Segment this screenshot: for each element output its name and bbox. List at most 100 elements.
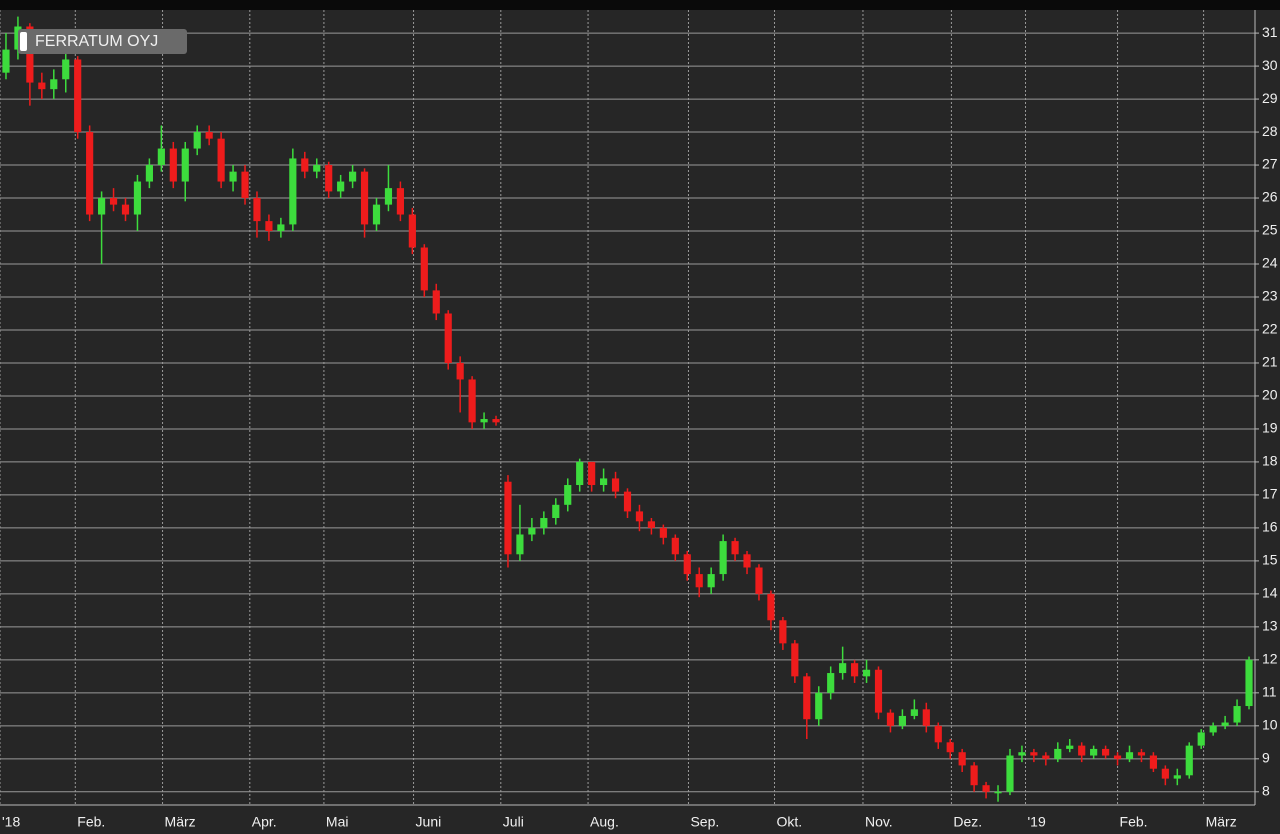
candle-body: [74, 59, 82, 133]
x-tick-label: Feb.: [1120, 814, 1148, 830]
candle-body: [731, 541, 739, 555]
candle-body: [647, 521, 655, 528]
candle-body: [456, 362, 464, 380]
candle-body: [1221, 722, 1229, 726]
candle-body: [1161, 768, 1169, 779]
candle-body: [492, 419, 500, 423]
candle-body: [14, 26, 22, 50]
candles: [2, 16, 1253, 802]
y-tick-label: 23: [1262, 288, 1278, 304]
candle-body: [922, 709, 930, 726]
y-tick-label: 25: [1262, 222, 1278, 238]
candle-body: [552, 504, 560, 519]
candle-body: [480, 419, 488, 423]
y-tick-label: 27: [1262, 156, 1278, 172]
candle-body: [1042, 755, 1050, 759]
x-tick-label: März: [165, 814, 196, 830]
candle-body: [934, 725, 942, 743]
candle-body: [504, 481, 512, 555]
y-tick-label: 19: [1262, 420, 1278, 436]
title-marker: [20, 32, 27, 51]
candle-body: [253, 198, 261, 222]
x-tick-label: Dez.: [953, 814, 982, 830]
candle-body: [133, 181, 142, 215]
candle-body: [372, 204, 381, 225]
y-tick-label: 29: [1262, 90, 1278, 106]
candle-body: [396, 188, 404, 215]
y-tick-label: 31: [1262, 24, 1278, 40]
y-tick-label: 28: [1262, 123, 1278, 139]
candle-body: [98, 198, 106, 215]
candle-body: [576, 461, 584, 486]
candle-body: [588, 461, 596, 486]
candle-body: [420, 247, 428, 291]
candle-body: [755, 567, 763, 594]
candle-body: [564, 485, 572, 505]
candle-body: [516, 534, 524, 555]
candle-body: [50, 79, 58, 90]
y-tick-label: 14: [1262, 585, 1278, 601]
x-tick-label: Juni: [416, 814, 442, 830]
candle-body: [540, 518, 548, 528]
candle-body: [958, 752, 966, 766]
candle-body: [671, 537, 679, 555]
candle-body: [38, 82, 46, 90]
grid: [0, 10, 1255, 805]
plot-area: [0, 10, 1255, 805]
title-box: [18, 29, 187, 54]
candle-body: [683, 554, 691, 575]
candle-body: [1078, 745, 1086, 756]
candle-body: [1233, 706, 1241, 723]
candle-body: [528, 527, 536, 535]
candle-body: [1245, 659, 1253, 707]
x-tick-label: Apr.: [252, 814, 277, 830]
candle-body: [815, 692, 823, 720]
candle-body: [851, 663, 859, 677]
y-tick-label: 10: [1262, 717, 1278, 733]
candle-body: [313, 165, 321, 172]
candle-body: [337, 181, 345, 192]
candle-body: [325, 165, 333, 192]
candle-body: [360, 171, 369, 225]
candle-body: [109, 198, 118, 205]
y-tick-label: 24: [1262, 255, 1278, 271]
candle-body: [1209, 725, 1217, 733]
x-tick-label: '18: [2, 814, 20, 830]
candle-body: [193, 132, 201, 149]
candle-body: [277, 224, 285, 232]
candle-body: [1030, 752, 1038, 756]
candle-body: [970, 765, 978, 786]
candle-body: [468, 379, 476, 423]
candle-body: [994, 791, 1002, 794]
candle-body: [384, 188, 393, 205]
x-tick-label: Aug.: [590, 814, 619, 830]
y-tick-label: 22: [1262, 321, 1278, 337]
candle-body: [2, 49, 10, 73]
x-tick-label: '19: [1028, 814, 1046, 830]
candle-body: [839, 663, 847, 674]
x-tick-label: Nov.: [865, 814, 893, 830]
y-tick-label: 30: [1262, 57, 1278, 73]
y-tick-label: 15: [1262, 552, 1278, 568]
candle-body: [229, 171, 237, 182]
candle-body: [1173, 775, 1181, 779]
candle-body: [86, 132, 94, 215]
candle-body: [779, 620, 787, 644]
candle-body: [1102, 748, 1110, 756]
candle-body: [1066, 745, 1074, 749]
candle-body: [886, 712, 895, 726]
candle-body: [1149, 755, 1157, 769]
candle-body: [707, 574, 715, 588]
candle-body: [862, 669, 871, 677]
candle-body: [157, 148, 165, 166]
y-tick-label: 20: [1262, 387, 1278, 403]
candle-body: [265, 221, 273, 232]
y-tick-label: 13: [1262, 618, 1278, 634]
top-bar: [0, 0, 1280, 10]
candle-body: [432, 290, 440, 314]
x-tick-label: Okt.: [777, 814, 803, 830]
candle-body: [408, 214, 416, 248]
candle-body: [1018, 752, 1026, 756]
candle-body: [659, 527, 667, 538]
